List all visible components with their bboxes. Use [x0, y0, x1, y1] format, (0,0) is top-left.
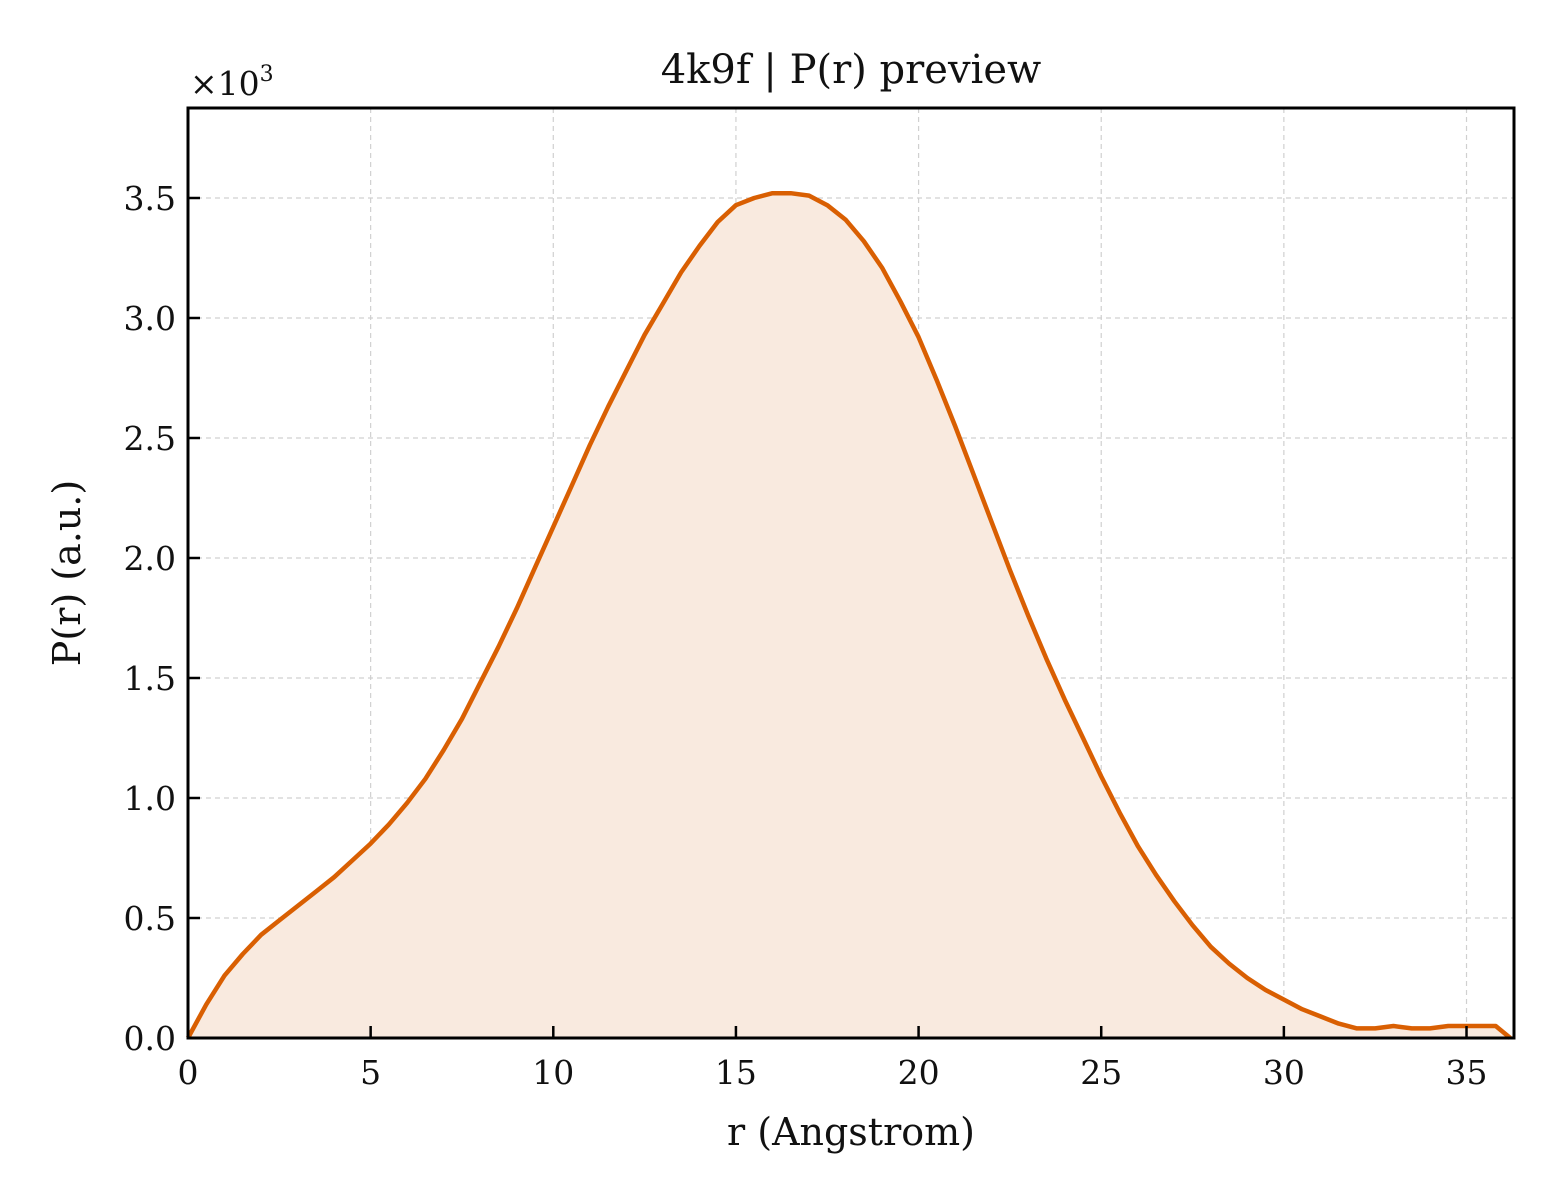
- tick-labels: 0 5 10 15 20 25 30 35 0.0 0.5 1.0 1.5 2.0 2.5 3.0 3.5: [124, 179, 1488, 1092]
- x-tick-label: 5: [360, 1053, 381, 1092]
- axis-ticks: [186, 196, 1468, 1040]
- x-axis-label: r (Angstrom): [727, 1110, 975, 1154]
- y-tick-label: 0.0: [124, 1019, 176, 1058]
- x-tick-label: 25: [1080, 1053, 1122, 1092]
- y-tick-label: 1.0: [124, 779, 176, 818]
- y-tick-label: 0.5: [124, 899, 176, 938]
- y-tick-label: 2.5: [124, 419, 176, 458]
- y-tick-label: 1.5: [124, 659, 176, 698]
- x-tick-label: 30: [1263, 1053, 1305, 1092]
- y-axis-label: P(r) (a.u.): [45, 480, 89, 666]
- series-area-fill: [188, 193, 1511, 1038]
- x-tick-label: 15: [715, 1053, 757, 1092]
- y-tick-label: 2.0: [124, 539, 176, 578]
- y-scale-multiplier: ×103: [190, 62, 274, 103]
- x-tick-label: 35: [1446, 1053, 1488, 1092]
- x-tick-label: 20: [898, 1053, 940, 1092]
- plot-frame: [186, 106, 1516, 1040]
- y-tick-label: 3.0: [124, 299, 176, 338]
- y-tick-label: 3.5: [124, 179, 176, 218]
- series-line: [186, 190, 1512, 1040]
- x-tick-label: 0: [178, 1053, 199, 1092]
- chart-title: 4k9f | P(r) preview: [661, 47, 1042, 93]
- x-tick-label: 10: [532, 1053, 574, 1092]
